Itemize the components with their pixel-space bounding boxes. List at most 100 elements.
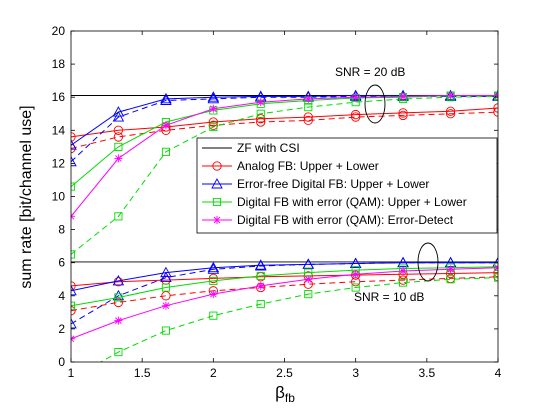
series-15 xyxy=(71,263,498,343)
x-tick-label: 2.5 xyxy=(276,366,293,380)
y-tick-label: 20 xyxy=(52,24,66,38)
data-point xyxy=(112,106,125,117)
x-axis-label-main: β xyxy=(275,383,285,402)
data-point xyxy=(303,115,313,126)
data-point xyxy=(160,271,172,283)
data-point xyxy=(399,266,408,275)
data-point xyxy=(161,291,171,301)
data-point xyxy=(445,109,456,119)
y-tick-label: 6 xyxy=(58,256,65,270)
annotation-ellipse-20 xyxy=(364,84,386,124)
data-point xyxy=(209,122,218,132)
legend-box xyxy=(196,137,498,234)
data-point xyxy=(304,103,313,112)
data-point xyxy=(207,261,220,273)
data-point xyxy=(160,94,172,105)
data-point xyxy=(71,318,77,329)
data-point xyxy=(113,297,124,308)
data-point xyxy=(398,110,408,121)
data-point xyxy=(351,109,361,120)
data-point xyxy=(207,91,220,102)
data-point xyxy=(304,275,313,284)
series-line xyxy=(71,272,498,287)
data-point xyxy=(256,281,265,290)
legend-label-2: Error-free Digital FB: Upper + Lower xyxy=(237,177,429,191)
data-point xyxy=(113,132,124,142)
series-line xyxy=(71,262,498,325)
data-point xyxy=(207,263,220,274)
y-tick-label: 2 xyxy=(58,322,65,336)
data-point xyxy=(209,311,218,320)
data-point xyxy=(254,260,267,271)
legend-marker-3 xyxy=(212,197,222,207)
data-point xyxy=(256,300,265,309)
legend-label-0: ZF with CSI xyxy=(237,141,300,155)
data-point xyxy=(208,117,218,127)
annotation-snr-10: SNR = 10 dB xyxy=(354,290,424,304)
data-point xyxy=(112,274,125,286)
y-tick-label: 14 xyxy=(52,123,66,137)
series-line xyxy=(71,276,498,312)
data-point xyxy=(492,256,498,268)
data-point xyxy=(399,92,408,101)
tick-layer: 1 1.5 2 2.5 3 3.5 4 0 2 4 6 8 10 12 14 16 18 20 xyxy=(52,24,502,380)
legend: ZF with CSI Analog FB: Upper + Lower Err… xyxy=(196,137,498,234)
data-point xyxy=(160,92,172,104)
series-line xyxy=(71,95,498,255)
data-point xyxy=(207,92,220,104)
x-tick-label: 4 xyxy=(495,366,502,380)
annotation-ellipse-10 xyxy=(417,242,439,282)
data-point xyxy=(112,111,125,122)
data-point xyxy=(398,108,408,118)
series-line xyxy=(71,95,498,163)
y-tick-label: 16 xyxy=(52,90,66,104)
x-axis-label: βfb xyxy=(275,383,295,405)
y-tick-label: 18 xyxy=(52,57,66,71)
legend-label-4: Digital FB with error (QAM): Error-Detec… xyxy=(237,213,454,227)
series-13 xyxy=(71,262,498,310)
data-point xyxy=(446,265,455,274)
legend-label-1: Analog FB: Upper + Lower xyxy=(237,159,379,173)
data-point xyxy=(351,112,361,122)
data-point xyxy=(161,283,170,292)
series-line xyxy=(71,95,498,217)
data-point xyxy=(71,155,77,167)
data-point xyxy=(209,276,218,285)
data-point xyxy=(208,120,218,130)
data-point xyxy=(445,106,456,116)
data-point xyxy=(71,284,77,296)
data-point xyxy=(351,270,360,279)
data-point xyxy=(161,326,170,335)
data-point xyxy=(446,275,455,284)
data-point xyxy=(302,258,315,269)
data-point xyxy=(161,147,170,156)
data-point xyxy=(114,316,123,325)
y-tick-label: 8 xyxy=(58,223,65,237)
data-point xyxy=(160,266,172,278)
x-axis-label-sub: fb xyxy=(285,391,295,405)
series-12 xyxy=(71,256,498,329)
data-point xyxy=(209,290,218,299)
annotation-snr-20: SNR = 20 dB xyxy=(335,65,405,79)
legend-marker-2 xyxy=(211,178,223,189)
data-point xyxy=(71,139,77,150)
series-line xyxy=(71,107,498,138)
data-point xyxy=(256,109,265,118)
x-tick-label: 3.5 xyxy=(418,366,435,380)
legend-label-3: Digital FB with error (QAM): Upper + Low… xyxy=(237,195,467,209)
data-point xyxy=(114,154,123,163)
data-point xyxy=(397,256,409,268)
data-point xyxy=(256,117,266,127)
data-point xyxy=(161,301,170,310)
series-line xyxy=(71,267,498,340)
data-point xyxy=(303,112,313,122)
data-point xyxy=(398,275,408,285)
series-layer xyxy=(71,89,498,362)
data-point xyxy=(446,91,455,100)
data-point xyxy=(256,114,266,124)
data-point xyxy=(112,289,125,301)
data-point xyxy=(113,125,124,135)
y-axis-label: sum rate [bit/channel use] xyxy=(18,105,35,288)
x-tick-label: 2 xyxy=(210,366,217,380)
